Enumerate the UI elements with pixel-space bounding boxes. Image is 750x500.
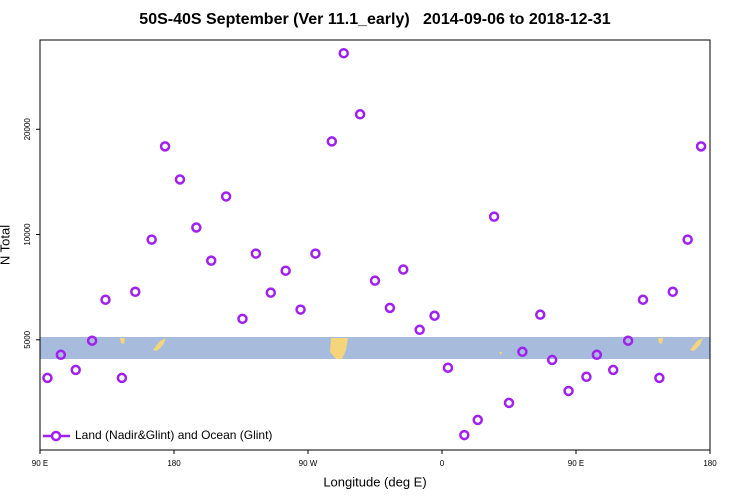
point: [205, 255, 217, 266]
point: [472, 414, 483, 426]
point: [310, 248, 321, 259]
shaded-band: [40, 337, 710, 359]
point: [563, 385, 574, 397]
point: [414, 324, 425, 336]
y-tick-label: 10000: [23, 223, 32, 246]
point: [86, 335, 98, 346]
x-tick-label: 180: [167, 459, 181, 468]
point: [667, 286, 679, 298]
x-tick-label: 180: [703, 459, 717, 468]
y-axis-label: N Total: [0, 225, 12, 265]
point: [682, 234, 693, 245]
point: [695, 141, 707, 152]
x-tick-label: 90 E: [568, 459, 584, 468]
y-tick-label: 20000: [23, 118, 32, 141]
point: [488, 211, 500, 222]
x-tick-label: 0: [440, 459, 445, 468]
point: [280, 265, 291, 276]
point: [654, 372, 665, 384]
point: [503, 397, 515, 409]
legend-text: Land (Nadir&Glint) and Ocean (Glint): [75, 428, 272, 442]
point: [607, 364, 619, 376]
chart-title: 50S-40S September (Ver 11.1_early) 2014-…: [139, 11, 611, 28]
y-tick-label: 5000: [23, 330, 32, 348]
point: [295, 304, 306, 315]
point: [159, 141, 171, 152]
x-tick-label: 90 W: [299, 459, 318, 468]
point: [384, 302, 396, 314]
point: [517, 346, 528, 358]
point: [535, 309, 546, 320]
point: [459, 429, 470, 441]
point: [191, 222, 202, 233]
point: [622, 335, 634, 346]
point: [581, 371, 592, 383]
point: [546, 354, 558, 366]
point: [116, 372, 128, 384]
point: [55, 349, 67, 361]
point: [591, 349, 603, 361]
point: [442, 362, 454, 373]
point: [637, 294, 649, 305]
point: [237, 313, 248, 325]
land-patches: [120, 338, 703, 359]
point: [146, 234, 157, 245]
point: [70, 364, 81, 376]
plot-frame: [39, 39, 711, 451]
point: [130, 286, 141, 298]
legend-marker: [50, 430, 62, 442]
point: [326, 136, 338, 147]
x-tick-label: 90 E: [32, 459, 48, 468]
point: [398, 264, 409, 275]
point: [220, 191, 232, 202]
point: [42, 372, 53, 384]
point: [338, 47, 349, 59]
x-axis-label: Longitude (deg E): [323, 474, 426, 489]
point: [369, 275, 381, 286]
point: [354, 109, 366, 120]
point: [100, 294, 111, 305]
point: [265, 287, 277, 298]
point: [250, 248, 262, 259]
point: [429, 310, 440, 321]
point: [174, 174, 186, 185]
